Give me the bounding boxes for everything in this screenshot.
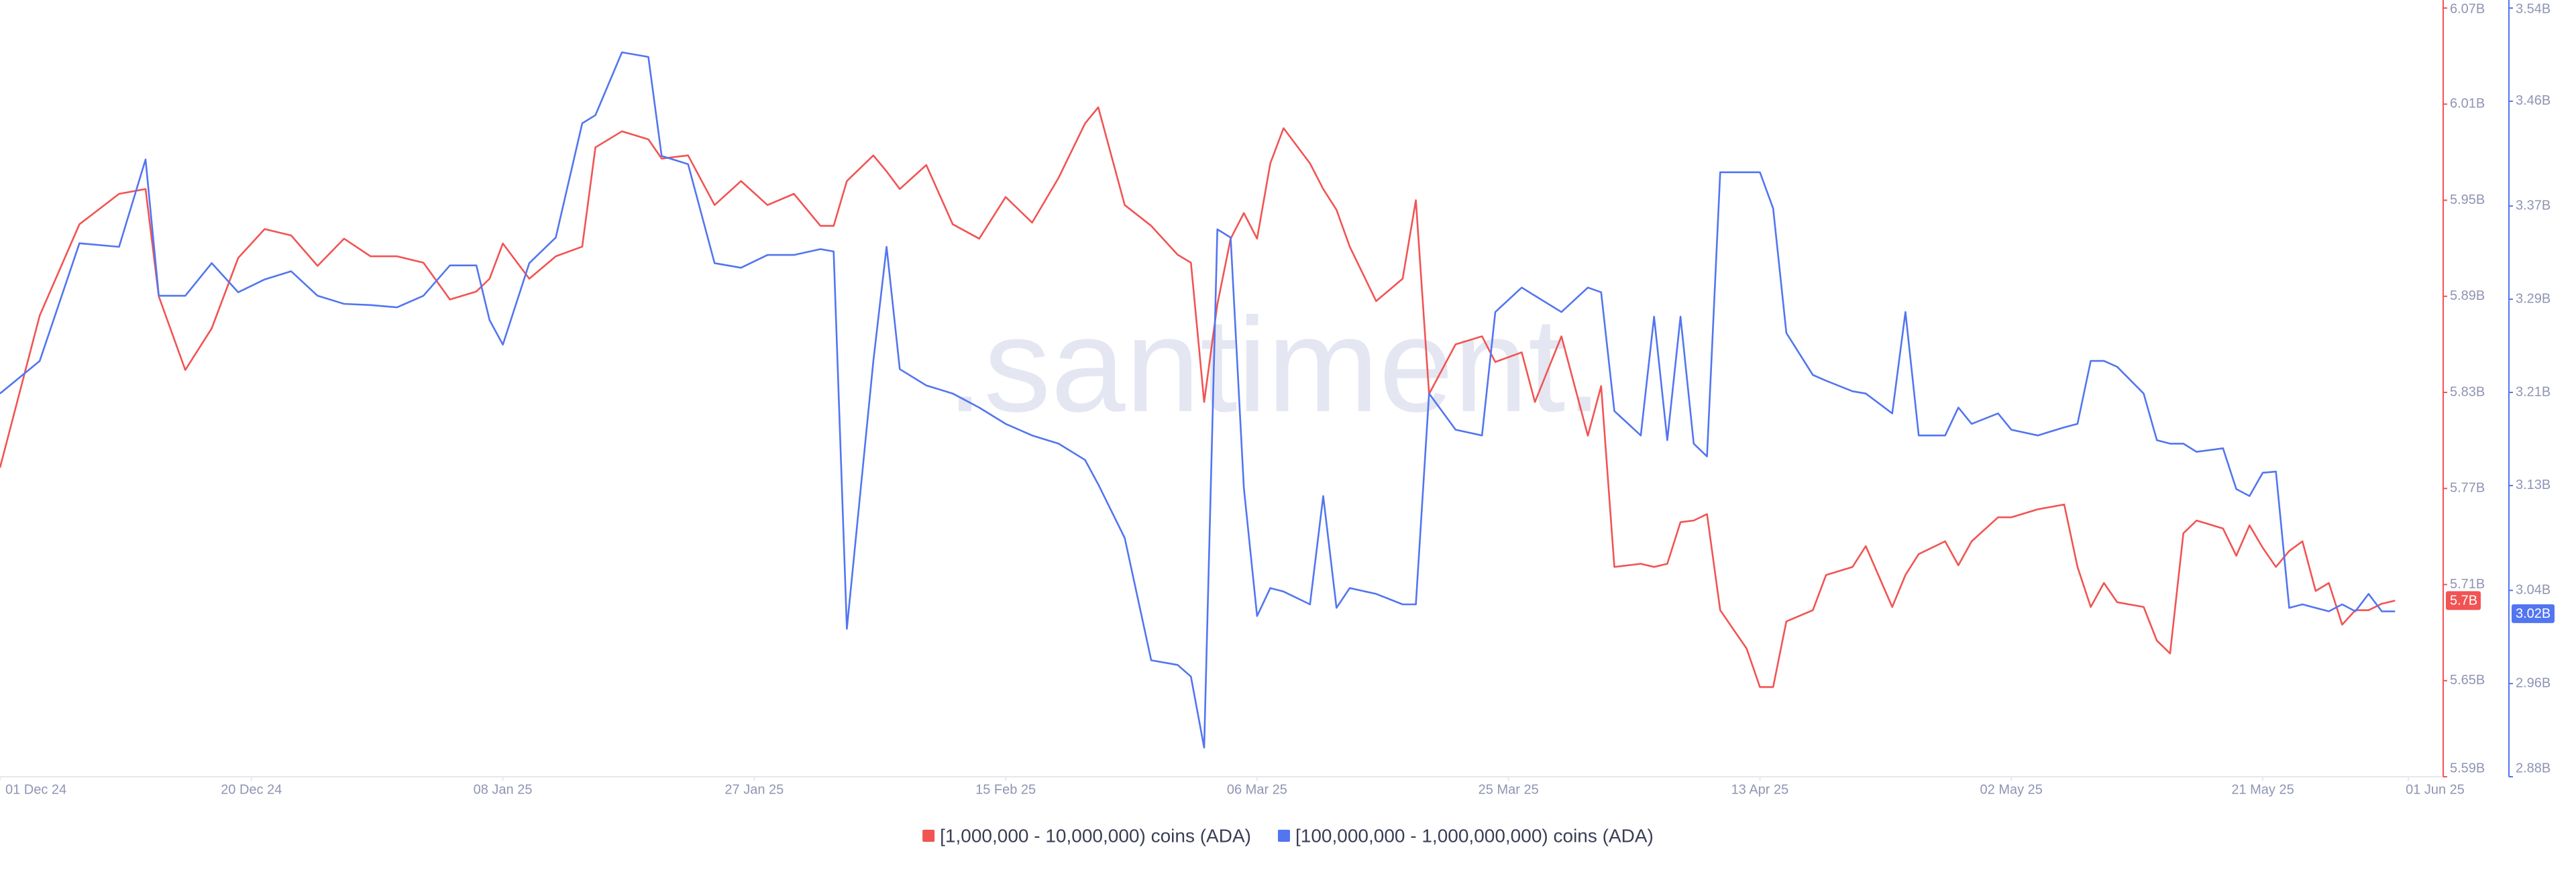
y2-tick-label: 3.13B: [2516, 478, 2551, 492]
series-line: [0, 51, 2396, 749]
y2-tick-label: 3.29B: [2516, 291, 2551, 306]
x-tick-label: 27 Jan 25: [724, 782, 784, 797]
y-tick-label: 5.83B: [2450, 384, 2485, 399]
watermark: .santiment.: [947, 290, 1603, 440]
current-value-label: 5.7B: [2450, 594, 2477, 608]
y-tick-label: 6.01B: [2450, 97, 2485, 111]
x-tick-label: 13 Apr 25: [1731, 782, 1789, 797]
y-tick-label: 5.89B: [2450, 288, 2485, 303]
x-tick-label: 20 Dec 24: [221, 782, 282, 797]
y-tick-label: 6.07B: [2450, 1, 2485, 16]
y-tick-label: 5.77B: [2450, 481, 2485, 496]
y2-tick-label: 3.21B: [2516, 384, 2551, 399]
x-tick-label: 06 Mar 25: [1227, 782, 1287, 797]
x-tick-label: 25 Mar 25: [1479, 782, 1539, 797]
current-value-badge: [2446, 591, 2481, 610]
x-tick-label: 01 Dec 24: [5, 782, 66, 797]
legend-swatch: [922, 830, 935, 842]
y2-tick-label: 2.88B: [2516, 761, 2551, 775]
x-tick-label: 02 May 25: [1980, 782, 2043, 797]
x-tick-label: 15 Feb 25: [975, 782, 1036, 797]
legend-swatch: [1277, 830, 1290, 842]
y2-tick-label: 3.54B: [2516, 1, 2551, 16]
y2-tick-label: 3.37B: [2516, 198, 2551, 213]
y-tick-label: 5.59B: [2450, 761, 2485, 775]
legend: [1,000,000 - 10,000,000) coins (ADA) [100…: [922, 825, 1654, 846]
legend-label: [1,000,000 - 10,000,000) coins (ADA): [940, 825, 1251, 846]
y2-tick-label: 2.96B: [2516, 675, 2551, 690]
current-value-label: 3.02B: [2516, 606, 2551, 621]
y2-tick-label: 3.46B: [2516, 93, 2551, 108]
y2-tick-label: 3.04B: [2516, 582, 2551, 597]
x-tick-label: 01 Jun 25: [2406, 782, 2465, 797]
x-tick-label: 08 Jan 25: [474, 782, 533, 797]
current-value-badge: [2512, 604, 2555, 623]
y-tick-label: 5.95B: [2450, 193, 2485, 207]
series-line: [0, 106, 2396, 688]
y-tick-label: 5.65B: [2450, 673, 2485, 688]
legend-label: [100,000,000 - 1,000,000,000) coins (ADA…: [1295, 825, 1654, 846]
x-tick-label: 21 May 25: [2231, 782, 2294, 797]
y-tick-label: 5.71B: [2450, 577, 2485, 592]
